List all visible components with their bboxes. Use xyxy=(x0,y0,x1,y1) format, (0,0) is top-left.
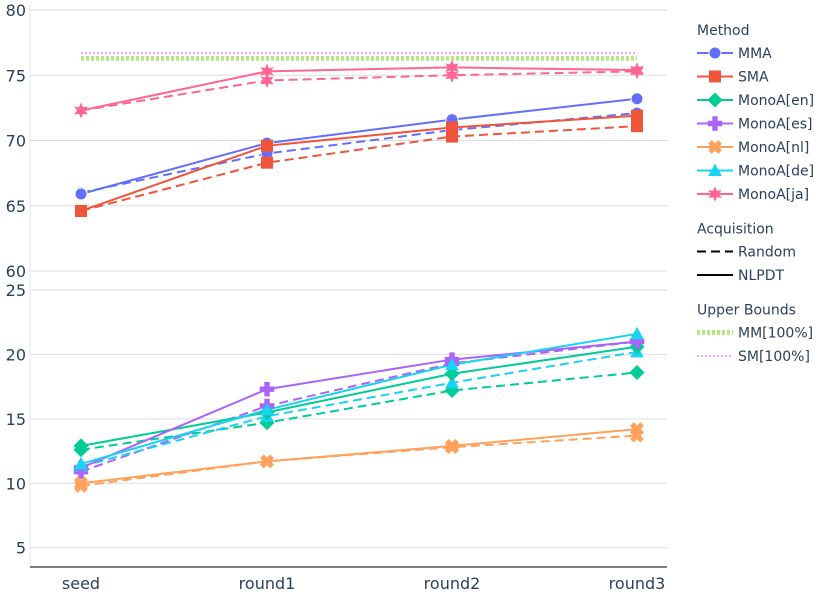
legend[interactable]: Method MMA SMA MonoA[en] MonoA[es] MonoA[nl] M… xyxy=(697,23,814,365)
legend-label-mma: MMA xyxy=(738,46,772,62)
point-sma-random-round2 xyxy=(446,130,458,143)
series-line-monoa-en-nlpdt xyxy=(80,345,638,447)
legend-label-sma: SMA xyxy=(738,70,769,86)
point-monoa-en-nlpdt-seed xyxy=(73,438,89,454)
series-lines-layer xyxy=(80,66,638,487)
point-monoa-de-random-round2 xyxy=(445,375,459,389)
point-monoa-nl-nlpdt-round3 xyxy=(630,422,644,437)
series-line-monoa-es-nlpdt xyxy=(80,340,638,469)
point-monoa-en-random-round3 xyxy=(629,364,645,380)
y-tick-label-bottom-5: 5 xyxy=(16,539,26,558)
point-monoa-es-nlpdt-round1 xyxy=(259,382,275,397)
legend-marker-monoa-de xyxy=(708,163,722,177)
point-sma-random-round3 xyxy=(631,120,643,133)
legend-label-monoa-de: MonoA[de] xyxy=(738,164,814,180)
legend-title-method: Method xyxy=(697,23,750,39)
legend-item-monoa-nl[interactable]: MonoA[nl] xyxy=(697,140,809,156)
y-tick-label-bottom-20: 20 xyxy=(6,345,26,364)
legend-label-monoa-nl: MonoA[nl] xyxy=(738,140,809,156)
point-sma-nlpdt-round1 xyxy=(261,139,273,152)
point-mma-nlpdt-seed xyxy=(74,187,88,201)
series-line-monoa-ja-random xyxy=(80,70,638,112)
point-monoa-de-nlpdt-round1 xyxy=(260,402,274,416)
point-monoa-ja-nlpdt-round1 xyxy=(260,63,274,80)
y-tick-label-bottom-15: 15 xyxy=(6,410,26,429)
legend-item-monoa-es[interactable]: MonoA[es] xyxy=(697,116,813,133)
legend-item-mm-100[interactable]: MM[100%] xyxy=(697,326,813,342)
point-monoa-es-nlpdt-round3 xyxy=(629,334,645,349)
y-tick-label-top-65: 65 xyxy=(6,197,26,216)
upper-bounds-layer xyxy=(81,52,637,61)
legend-item-monoa-ja[interactable]: MonoA[ja] xyxy=(697,186,809,203)
legend-label-random: Random xyxy=(738,245,796,261)
y-tick-label-bottom-10: 10 xyxy=(6,474,26,493)
series-line-sma-random xyxy=(80,125,638,212)
series-line-monoa-en-random xyxy=(80,371,638,451)
legend-title-upper-bounds: Upper Bounds xyxy=(697,303,796,319)
legend-item-random[interactable]: Random xyxy=(697,245,796,261)
point-monoa-de-nlpdt-round3 xyxy=(630,326,644,340)
y-tick-label-bottom-25: 25 xyxy=(6,281,26,300)
x-tick-label-round1: round1 xyxy=(239,574,296,593)
point-monoa-nl-nlpdt-seed xyxy=(74,476,88,491)
legend-item-monoa-en[interactable]: MonoA[en] xyxy=(697,92,814,110)
series-line-monoa-ja-nlpdt xyxy=(80,66,638,112)
point-sma-nlpdt-round3 xyxy=(631,109,643,122)
legend-label-mm-100: MM[100%] xyxy=(738,326,813,342)
legend-marker-mma xyxy=(708,46,722,60)
series-markers-layer xyxy=(73,59,645,493)
legend-marker-sma xyxy=(709,70,721,83)
point-monoa-ja-nlpdt-round3 xyxy=(630,62,644,78)
y-tick-label-top-80: 80 xyxy=(6,1,26,20)
legend-label-sm-100: SM[100%] xyxy=(738,349,810,365)
legend-item-sm-100[interactable]: SM[100%] xyxy=(697,349,810,365)
y-tick-label-top-75: 75 xyxy=(6,66,26,85)
series-line-sma-nlpdt xyxy=(80,114,638,212)
legend-item-sma[interactable]: SMA xyxy=(697,70,769,86)
legend-label-monoa-en: MonoA[en] xyxy=(738,93,814,109)
point-monoa-ja-random-round2 xyxy=(445,67,459,84)
grid-layer xyxy=(30,9,667,549)
legend-item-nlpdt[interactable]: NLPDT xyxy=(697,268,784,284)
series-line-monoa-de-random xyxy=(80,350,638,468)
y-tick-label-top-60: 60 xyxy=(6,262,26,281)
x-tick-label-round2: round2 xyxy=(424,574,481,593)
legend-marker-monoa-ja xyxy=(708,186,722,202)
legend-item-monoa-de[interactable]: MonoA[de] xyxy=(697,164,814,180)
legend-label-monoa-es: MonoA[es] xyxy=(738,117,813,133)
point-sma-nlpdt-round2 xyxy=(446,121,458,134)
series-line-monoa-es-random xyxy=(80,340,638,473)
series-line-mma-nlpdt xyxy=(80,97,638,195)
y-tick-label-top-70: 70 xyxy=(6,132,26,151)
legend-title-acquisition: Acquisition xyxy=(697,222,774,238)
x-tick-label-round3: round3 xyxy=(609,574,666,593)
point-monoa-nl-nlpdt-round1 xyxy=(260,454,274,469)
point-monoa-de-nlpdt-seed xyxy=(74,457,88,470)
point-sma-random-round1 xyxy=(261,156,273,169)
point-mma-nlpdt-round3 xyxy=(630,92,644,106)
point-monoa-ja-nlpdt-round2 xyxy=(445,59,459,76)
series-line-monoa-de-nlpdt xyxy=(80,332,638,465)
x-tick-label-seed: seed xyxy=(62,574,100,593)
legend-label-monoa-ja: MonoA[ja] xyxy=(738,187,809,203)
legend-marker-monoa-es xyxy=(707,116,723,131)
legend-marker-monoa-nl xyxy=(708,140,722,154)
legend-label-nlpdt: NLPDT xyxy=(738,268,784,284)
legend-marker-monoa-en xyxy=(707,92,723,108)
legend-item-mma[interactable]: MMA xyxy=(697,46,772,62)
point-monoa-ja-nlpdt-seed xyxy=(74,102,88,119)
point-monoa-ja-random-round1 xyxy=(260,72,274,89)
point-monoa-nl-nlpdt-round2 xyxy=(445,439,459,453)
point-monoa-de-nlpdt-round2 xyxy=(445,357,459,371)
axes-layer: 60 65 70 75 80 5 10 15 20 25 seed round1 round2 round… xyxy=(6,1,667,593)
point-sma-nlpdt-seed xyxy=(75,204,87,217)
series-line-monoa-nl-nlpdt xyxy=(80,428,638,485)
